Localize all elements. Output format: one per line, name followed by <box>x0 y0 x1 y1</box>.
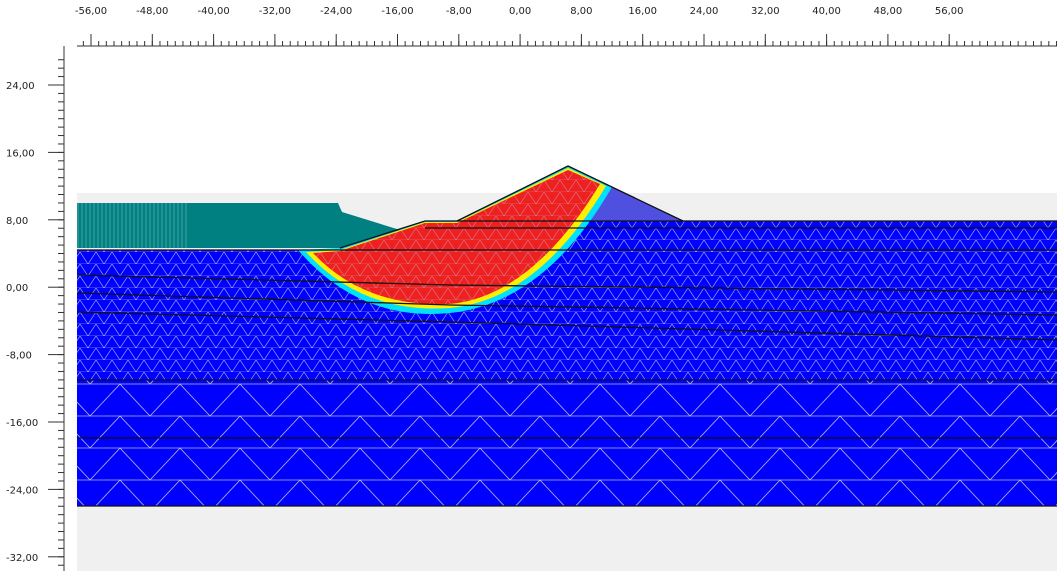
mesh-lower <box>77 380 1057 506</box>
x-ruler-label: 56,00 <box>935 6 964 17</box>
x-ruler-label: 24,00 <box>690 6 719 17</box>
berm-outline <box>339 220 1057 249</box>
x-ruler-label: -24,00 <box>320 6 352 17</box>
y-ruler-label: -16,00 <box>6 418 38 429</box>
mesh-upper <box>77 250 1057 380</box>
y-ruler-label: 8,00 <box>6 216 28 227</box>
y-ruler-label: 24,00 <box>6 81 35 92</box>
x-ruler-label: -16,00 <box>381 6 413 17</box>
layer-line <box>76 274 1057 293</box>
load-hatch <box>77 203 187 248</box>
x-ruler-label: 16,00 <box>628 6 657 17</box>
dam-outline <box>456 165 684 222</box>
y-ruler-label: -32,00 <box>6 553 38 564</box>
x-ruler-label: 8,00 <box>570 6 592 17</box>
x-ruler-label: -32,00 <box>259 6 291 17</box>
zone-mesh <box>313 170 600 305</box>
x-ruler-label: 0,00 <box>509 6 531 17</box>
y-ruler-label: 0,00 <box>6 283 28 294</box>
x-ruler-label: -48,00 <box>136 6 168 17</box>
y-ruler-label: -24,00 <box>6 485 38 496</box>
layer-line <box>76 311 1057 341</box>
x-ruler-label: -56,00 <box>75 6 107 17</box>
rulers: -56,00 -48,00 -40,00 -32,00 -24,00 -16,00 -8,0… <box>6 6 1057 566</box>
boundaries <box>76 165 1057 507</box>
layer-line <box>76 292 1057 316</box>
x-ruler-label: -8,00 <box>446 6 472 17</box>
x-ruler-label: -40,00 <box>197 6 229 17</box>
y-ruler-label: 16,00 <box>6 148 35 159</box>
x-ruler-label: 48,00 <box>874 6 903 17</box>
y-ruler-label: -8,00 <box>6 351 32 362</box>
x-ruler-label: 32,00 <box>751 6 780 17</box>
x-ruler-label: 40,00 <box>812 6 841 17</box>
